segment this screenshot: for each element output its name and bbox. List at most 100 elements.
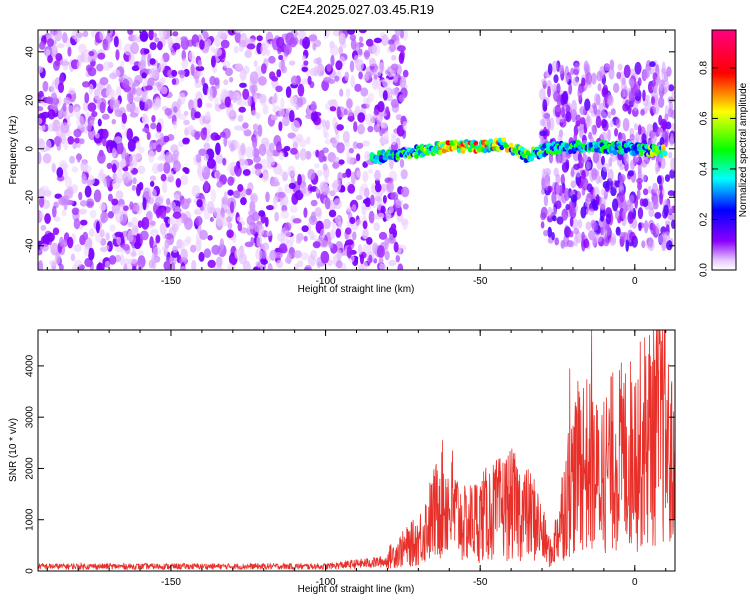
spectrogram-noise-cell [312,241,321,249]
spectrogram-streak-cell [609,236,617,246]
spectrogram-noise-cell [105,88,114,99]
spectrogram-noise-cell [227,176,235,186]
spectrogram-noise-cell [113,35,119,48]
spectrogram-signal-cell [553,149,559,155]
spectrogram-noise-cell [265,204,275,211]
spectrogram-noise-cell [172,31,179,37]
spectrogram-noise-cell [304,266,311,270]
spectrogram-noise-cell [38,260,44,270]
spectrogram-streak-cell [593,93,599,105]
spectrogram-streak-cell [630,87,636,96]
spectrogram-noise-cell [108,255,117,265]
spectrogram-streak-cell [583,238,590,249]
spectrogram-noise-cell [362,261,368,270]
spectrogram-noise-cell [378,231,388,240]
spectrogram-noise-cell [161,181,168,194]
spectrogram-streak-cell [570,180,577,189]
spectrogram-noise-cell [227,222,233,230]
spectrogram-streak-cell [636,188,641,200]
spectrogram-noise-cell [333,198,343,210]
spectrogram-noise-cell [99,101,106,114]
spectrogram-noise-cell [87,102,97,112]
spectrogram-noise-cell [303,235,308,242]
spectrogram-noise-cell [183,68,190,77]
spectrogram-noise-cell [84,185,92,198]
spectrogram-streak-cell [629,78,635,89]
spectrogram-streak-cell [570,194,578,203]
spectrogram-noise-cell [402,220,408,231]
spectrogram-streak-cell [586,183,593,193]
spectrogram-noise-cell [262,104,269,115]
spectrogram-noise-cell [357,112,366,123]
spectrogram-noise-cell [87,66,97,77]
spectrogram-noise-cell [252,147,260,158]
spectrogram-noise-cell [349,34,357,41]
spectrogram-signal-cell [438,149,444,155]
spectrogram-streak-cell [599,196,606,211]
spectrogram-noise-cell [362,220,368,230]
spectrogram-noise-cell [129,201,134,210]
spectrogram-noise-cell [255,248,263,261]
spectrogram-streak-cell [565,203,571,211]
spectrogram-noise-cell [226,216,232,223]
spectrogram-noise-cell [128,53,135,65]
spectrogram-noise-cell [336,106,342,119]
spectrogram-noise-cell [109,96,115,110]
spectrogram-noise-cell [216,214,224,227]
spectrogram-noise-cell [335,132,340,142]
spectrogram-noise-cell [154,37,160,43]
spectrogram-noise-cell [261,172,270,183]
spectrogram-streak-cell [545,175,551,188]
spectrogram-noise-cell [196,98,203,109]
spectrogram-noise-cell [280,209,290,219]
spectrogram-noise-cell [386,95,393,102]
spectrogram-streak-cell [555,183,560,195]
spectrogram-signal-cell [638,147,644,153]
spectrogram-noise-cell [190,63,195,76]
spectrogram-noise-cell [277,191,286,199]
spectrogram-noise-cell [278,54,284,61]
spectrogram-noise-cell [107,30,114,37]
spectrogram-streak-cell [601,118,608,129]
spectrogram-noise-cell [399,158,405,168]
spectrogram-streak-cell [540,212,547,221]
spectrogram-noise-cell [349,60,355,73]
spectrogram-noise-cell [238,253,248,265]
spectrogram-noise-cell [199,39,205,50]
spectrogram-noise-cell [155,234,161,244]
spectrogram-noise-cell [157,162,165,172]
spectrogram-streak-cell [622,117,630,132]
spectrogram-noise-cell [238,106,246,113]
spectrogram-streak-cell [647,238,655,252]
spectrogram-noise-cell [402,69,409,78]
spectrogram-noise-cell [96,63,104,72]
spectrogram-streak-cell [654,212,662,219]
spectrogram-noise-cell [289,205,298,214]
spectrogram-noise-cell [396,45,406,52]
spectrogram-noise-cell [239,82,247,88]
spectrogram-noise-cell [210,55,216,68]
spectrogram-noise-cell [206,158,216,169]
spectrogram-noise-cell [116,141,124,155]
spectrogram-streak-cell [575,120,581,127]
spectrogram-noise-cell [109,224,116,232]
spectrogram-noise-cell [123,263,128,270]
spectrogram-noise-cell [191,184,201,198]
spectrogram-noise-cell [272,115,278,121]
spectrogram-noise-cell [388,206,394,214]
spectrogram-noise-cell [99,168,104,179]
spectrogram-noise-cell [252,136,258,149]
spectrogram-noise-cell [199,229,208,241]
spectrogram-noise-cell [310,211,317,223]
spectrogram-signal-cell [542,143,547,149]
spectrogram-noise-cell [172,211,182,219]
spectrogram-x-tick-label: -150 [161,276,181,287]
spectrogram-noise-cell [80,219,88,226]
spectrogram-noise-cell [368,254,373,264]
spectrogram-noise-cell [336,142,345,154]
spectrogram-noise-cell [73,243,82,253]
spectrogram-y-tick-label: 0 [25,146,36,152]
spectrogram-noise-cell [214,134,221,141]
spectrogram-noise-cell [394,30,402,37]
spectrogram-noise-cell [172,42,181,50]
